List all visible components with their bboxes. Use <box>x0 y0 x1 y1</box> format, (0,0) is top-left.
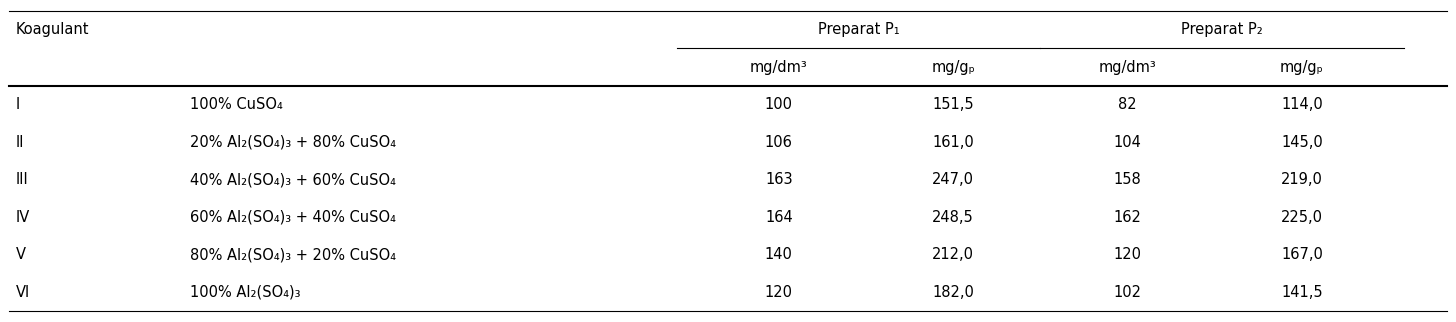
Text: 248,5: 248,5 <box>932 210 974 225</box>
Text: mg/gₚ: mg/gₚ <box>1280 60 1324 75</box>
Text: 163: 163 <box>764 172 792 187</box>
Text: Preparat P₂: Preparat P₂ <box>1181 22 1262 37</box>
Text: II: II <box>16 135 25 150</box>
Text: 80% Al₂(SO₄)₃ + 20% CuSO₄: 80% Al₂(SO₄)₃ + 20% CuSO₄ <box>191 247 396 262</box>
Text: 212,0: 212,0 <box>932 247 974 262</box>
Text: 102: 102 <box>1114 285 1142 300</box>
Text: 114,0: 114,0 <box>1281 97 1324 112</box>
Text: 182,0: 182,0 <box>932 285 974 300</box>
Text: 247,0: 247,0 <box>932 172 974 187</box>
Text: Koagulant: Koagulant <box>16 22 89 37</box>
Text: 106: 106 <box>764 135 794 150</box>
Text: 100: 100 <box>764 97 794 112</box>
Text: 161,0: 161,0 <box>932 135 974 150</box>
Text: 167,0: 167,0 <box>1281 247 1324 262</box>
Text: 120: 120 <box>764 285 794 300</box>
Text: 140: 140 <box>764 247 794 262</box>
Text: 104: 104 <box>1114 135 1142 150</box>
Text: Preparat P₁: Preparat P₁ <box>818 22 900 37</box>
Text: 100% Al₂(SO₄)₃: 100% Al₂(SO₄)₃ <box>191 285 301 300</box>
Text: 219,0: 219,0 <box>1281 172 1324 187</box>
Text: 82: 82 <box>1118 97 1137 112</box>
Text: 141,5: 141,5 <box>1281 285 1324 300</box>
Text: 60% Al₂(SO₄)₃ + 40% CuSO₄: 60% Al₂(SO₄)₃ + 40% CuSO₄ <box>191 210 396 225</box>
Text: 225,0: 225,0 <box>1281 210 1324 225</box>
Text: 151,5: 151,5 <box>932 97 974 112</box>
Text: 164: 164 <box>764 210 792 225</box>
Text: 145,0: 145,0 <box>1281 135 1324 150</box>
Text: 20% Al₂(SO₄)₃ + 80% CuSO₄: 20% Al₂(SO₄)₃ + 80% CuSO₄ <box>191 135 396 150</box>
Text: I: I <box>16 97 20 112</box>
Text: IV: IV <box>16 210 31 225</box>
Text: mg/dm³: mg/dm³ <box>1099 60 1156 75</box>
Text: III: III <box>16 172 29 187</box>
Text: 158: 158 <box>1114 172 1142 187</box>
Text: V: V <box>16 247 26 262</box>
Text: VI: VI <box>16 285 31 300</box>
Text: mg/gₚ: mg/gₚ <box>932 60 976 75</box>
Text: 162: 162 <box>1114 210 1142 225</box>
Text: 100% CuSO₄: 100% CuSO₄ <box>191 97 282 112</box>
Text: 120: 120 <box>1114 247 1142 262</box>
Text: 40% Al₂(SO₄)₃ + 60% CuSO₄: 40% Al₂(SO₄)₃ + 60% CuSO₄ <box>191 172 396 187</box>
Text: mg/dm³: mg/dm³ <box>750 60 808 75</box>
